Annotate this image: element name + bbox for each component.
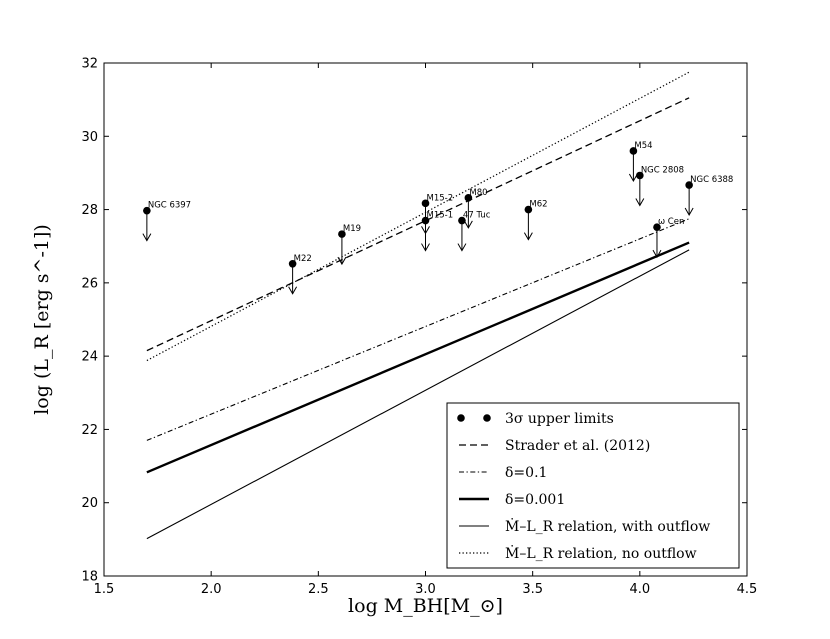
data-point (421, 199, 430, 208)
x-tick-label: 2.5 (308, 582, 329, 597)
arrow-head (457, 243, 467, 252)
points-layer: NGC 6397 M22 M19 M15-2 M15-1 47 Tuc M80 M62 M54 N… (142, 141, 733, 295)
legend-entry: δ=0.1 (459, 465, 547, 481)
legend-label: δ=0.1 (505, 465, 547, 481)
y-tick-label: 28 (81, 203, 98, 218)
data-point-group: NGC 6397 (142, 201, 191, 242)
data-point-group: NGC 2808 (635, 165, 684, 207)
y-tick-label: 18 (81, 570, 98, 585)
arrow-head (652, 249, 662, 259)
arrow-head (421, 243, 430, 252)
legend-label: Ṁ–L_R relation, with outflow (505, 517, 710, 535)
x-tick-label: 3.5 (522, 582, 543, 597)
data-point-label: ω Cen (658, 217, 684, 227)
data-point-group: M15-1 (421, 211, 454, 252)
data-point (636, 171, 644, 180)
arrow-head (142, 233, 152, 242)
data-point-label: NGC 2808 (641, 165, 684, 175)
x-tick-label: 4.5 (737, 582, 758, 597)
data-point (288, 260, 297, 268)
series-line-4 (146, 249, 690, 540)
data-point-group: M62 (523, 200, 548, 241)
legend-entry: 3σ upper limits (457, 411, 614, 427)
data-point-group: M54 (628, 141, 653, 182)
legend-entry: δ=0.001 (459, 492, 565, 508)
x-axis-label: log M_BH[M_⊙] (348, 595, 503, 617)
x-tick-label: 3.0 (415, 582, 436, 597)
data-point (524, 205, 533, 214)
data-point (421, 216, 430, 225)
legend-marker (483, 414, 491, 422)
legend-entry: Ṁ–L_R relation, no outflow (459, 544, 697, 562)
y-tick-label: 30 (81, 130, 98, 145)
arrow-head (288, 286, 298, 295)
x-tick-label: 1.5 (94, 582, 115, 597)
arrow-head (523, 232, 533, 241)
data-point (143, 206, 151, 215)
data-point-label: M22 (294, 254, 312, 264)
data-point-label: M54 (634, 141, 652, 151)
legend: 3σ upper limits Strader et al. (2012) δ=0.… (446, 402, 740, 569)
data-point-group: ω Cen (652, 217, 684, 259)
series-line-2 (146, 218, 690, 441)
legend-label: δ=0.001 (505, 492, 565, 508)
data-point (629, 147, 638, 155)
x-tick-label: 4.0 (629, 582, 650, 597)
arrow-head (337, 256, 347, 266)
data-point (338, 230, 346, 238)
arrow-head (684, 207, 694, 217)
legend-entry: Ṁ–L_R relation, with outflow (459, 517, 710, 535)
legend-entry: Strader et al. (2012) (459, 438, 650, 454)
arrow-head (635, 198, 645, 207)
x-tick-label: 2.0 (201, 582, 222, 597)
data-point-label: NGC 6397 (148, 201, 191, 211)
data-point-label: M19 (343, 224, 361, 234)
data-point-label: M80 (469, 188, 487, 198)
legend-label: 3σ upper limits (505, 411, 614, 427)
series-layer (146, 71, 690, 540)
data-point-group: 47 Tuc (457, 211, 491, 252)
data-point-label: NGC 6388 (690, 175, 733, 185)
data-point-group: M22 (288, 254, 312, 295)
y-tick-label: 24 (81, 350, 98, 365)
legend-box (446, 402, 740, 569)
y-tick-label: 22 (81, 423, 98, 438)
data-point-label: 47 Tuc (463, 211, 491, 221)
data-point-label: M15-1 (427, 211, 454, 221)
data-point (653, 223, 661, 231)
data-point (464, 194, 473, 202)
arrow-head (463, 220, 473, 229)
data-point-label: M62 (529, 200, 547, 210)
data-point-group: M19 (337, 224, 361, 266)
ticks-layer: 1.5 2.0 2.5 3.0 3.5 4.0 4.5 18 20 22 24 26 28 30 32 (81, 57, 757, 598)
legend-label: Ṁ–L_R relation, no outflow (505, 544, 697, 562)
legend-marker (457, 414, 465, 422)
legend-label: Strader et al. (2012) (505, 438, 650, 454)
arrow-head (628, 173, 638, 182)
data-point (458, 216, 466, 225)
data-point-group: M80 (463, 188, 488, 229)
y-tick-label: 20 (81, 496, 98, 511)
y-tick-label: 26 (81, 276, 98, 291)
series-line-3 (146, 241, 690, 474)
series-line-1 (146, 97, 690, 352)
y-axis-label: log (L_R [erg s^-1]) (31, 224, 53, 415)
data-point-label: M15-2 (427, 193, 454, 203)
data-point (685, 181, 693, 189)
data-point-group: NGC 6388 (684, 175, 733, 217)
y-tick-label: 32 (81, 57, 98, 72)
series-line-5 (146, 71, 690, 362)
